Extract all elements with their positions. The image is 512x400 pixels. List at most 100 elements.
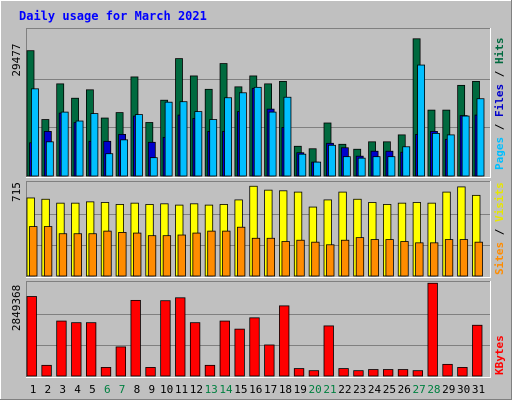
day-label-22: 22 bbox=[338, 383, 351, 396]
sites-bar-day-29 bbox=[444, 239, 454, 277]
chart-title: Daily usage for March 2021 bbox=[19, 9, 207, 23]
kbytes-bar-day-3 bbox=[56, 320, 67, 377]
kbytes-bar-day-23 bbox=[353, 370, 364, 377]
day-label-30: 30 bbox=[457, 383, 470, 396]
day-label-11: 11 bbox=[175, 383, 188, 396]
kbytes-bar-day-11 bbox=[175, 297, 186, 377]
sites-bar-day-17 bbox=[266, 237, 276, 277]
pages-bar-day-30 bbox=[461, 115, 470, 177]
kbytes-bar-day-31 bbox=[472, 324, 483, 377]
sites-bar-day-22 bbox=[340, 239, 350, 277]
day-label-25: 25 bbox=[383, 383, 396, 396]
pages-bar-day-5 bbox=[90, 113, 99, 177]
day-label-14: 14 bbox=[219, 383, 233, 396]
panel2-legend: Sites / Visits bbox=[493, 182, 506, 275]
day-label-26: 26 bbox=[398, 383, 411, 396]
kbytes-bar-day-6 bbox=[100, 367, 112, 377]
panel1-ymax-label: 29477 bbox=[10, 43, 23, 76]
pages-bar-day-7 bbox=[120, 139, 128, 177]
sites-bar-day-28 bbox=[430, 242, 439, 277]
pages-bar-day-18 bbox=[283, 96, 292, 177]
day-label-28: 28 bbox=[427, 383, 440, 396]
day-label-21: 21 bbox=[323, 383, 336, 396]
kbytes-bar-day-14 bbox=[219, 320, 230, 377]
day-labels: 1 2 3 4 5 6 7 8 9 10 11 12 13 14 15 16 17 18 19 20 21 22 23 24 2… bbox=[30, 383, 485, 396]
day-label-1: 1 bbox=[30, 383, 37, 396]
kbytes-bar-day-8 bbox=[130, 299, 141, 377]
sites-bar-day-3 bbox=[58, 233, 68, 277]
visits-sites-panel bbox=[26, 181, 491, 278]
panel1-legend: Pages / Files / Hits bbox=[493, 38, 506, 171]
day-label-27: 27 bbox=[412, 383, 425, 396]
pages-bar-day-16 bbox=[253, 86, 262, 177]
kbytes-bar-day-2 bbox=[41, 364, 52, 377]
pages-bar-day-24 bbox=[372, 156, 381, 177]
pages-bar-day-20 bbox=[313, 161, 322, 177]
pages-bar-day-23 bbox=[357, 157, 366, 177]
sites-bar-day-14 bbox=[222, 230, 231, 277]
kbytes-bar-day-15 bbox=[234, 328, 245, 377]
kbytes-bar-day-1 bbox=[26, 296, 37, 377]
pages-bar-day-4 bbox=[75, 120, 84, 177]
sites-bar-day-7 bbox=[118, 232, 127, 277]
day-label-13: 13 bbox=[205, 383, 218, 396]
sites-bar-day-19 bbox=[296, 239, 305, 277]
pages-bar-day-12 bbox=[194, 111, 203, 177]
day-label-6: 6 bbox=[104, 383, 111, 396]
kbytes-bar-day-9 bbox=[145, 367, 156, 377]
kbytes-bar-day-10 bbox=[160, 300, 171, 377]
kbytes-bar-day-21 bbox=[323, 325, 334, 377]
pages-bar-day-6 bbox=[105, 153, 114, 177]
legend-sep-1: / bbox=[493, 117, 506, 137]
kbytes-bar-day-19 bbox=[293, 368, 305, 377]
kbytes-bar-day-18 bbox=[279, 305, 290, 377]
pages-bar-day-8 bbox=[135, 114, 143, 177]
kbytes-bar-day-28 bbox=[427, 282, 438, 377]
day-label-12: 12 bbox=[190, 383, 203, 396]
day-label-3: 3 bbox=[59, 383, 66, 396]
sites-bar-day-30 bbox=[459, 239, 469, 277]
kbytes-bar-day-24 bbox=[368, 369, 379, 377]
day-label-15: 15 bbox=[234, 383, 247, 396]
legend-hits: Hits bbox=[493, 38, 506, 65]
sites-bar-day-11 bbox=[177, 234, 186, 277]
sites-bar-day-4 bbox=[73, 233, 82, 277]
sites-bar-day-18 bbox=[281, 241, 290, 277]
pages-bar-day-28 bbox=[432, 133, 440, 177]
day-label-18: 18 bbox=[279, 383, 292, 396]
kbytes-bar-day-29 bbox=[442, 363, 453, 377]
sites-bar-day-10 bbox=[162, 235, 172, 277]
day-label-17: 17 bbox=[264, 383, 277, 396]
kbytes-bar-day-4 bbox=[71, 322, 82, 377]
day-label-16: 16 bbox=[249, 383, 262, 396]
pages-bar-day-10 bbox=[164, 101, 173, 177]
panel3-ymax-label: 2849368 bbox=[10, 285, 23, 331]
kbytes-bar-day-20 bbox=[308, 370, 320, 377]
day-label-20: 20 bbox=[309, 383, 322, 396]
day-label-4: 4 bbox=[74, 383, 81, 396]
pages-bar-day-15 bbox=[238, 92, 247, 177]
pages-bar-day-11 bbox=[179, 101, 188, 177]
pages-bar-day-3 bbox=[60, 111, 69, 177]
pages-bar-day-17 bbox=[268, 111, 277, 177]
sites-bar-day-26 bbox=[400, 241, 409, 277]
sites-bar-day-16 bbox=[251, 237, 261, 277]
sites-bar-day-13 bbox=[207, 230, 216, 277]
pages-bar-day-26 bbox=[402, 146, 411, 177]
pages-bar-day-14 bbox=[224, 97, 232, 177]
legend-sites: Sites bbox=[493, 242, 506, 275]
sites-bar-day-1 bbox=[29, 226, 38, 277]
day-label-8: 8 bbox=[134, 383, 141, 396]
sites-bar-day-6 bbox=[103, 230, 112, 277]
kbytes-panel bbox=[26, 281, 491, 378]
sites-bar-day-21 bbox=[326, 244, 335, 277]
pages-bar-day-2 bbox=[45, 141, 54, 177]
day-label-29: 29 bbox=[442, 383, 455, 396]
kbytes-bar-day-13 bbox=[204, 364, 216, 377]
pages-bar-day-27 bbox=[417, 64, 426, 177]
day-label-9: 9 bbox=[148, 383, 155, 396]
hits-files-pages-panel bbox=[26, 28, 491, 178]
sites-bar-day-27 bbox=[415, 242, 424, 277]
kbytes-bar-day-26 bbox=[397, 369, 409, 377]
